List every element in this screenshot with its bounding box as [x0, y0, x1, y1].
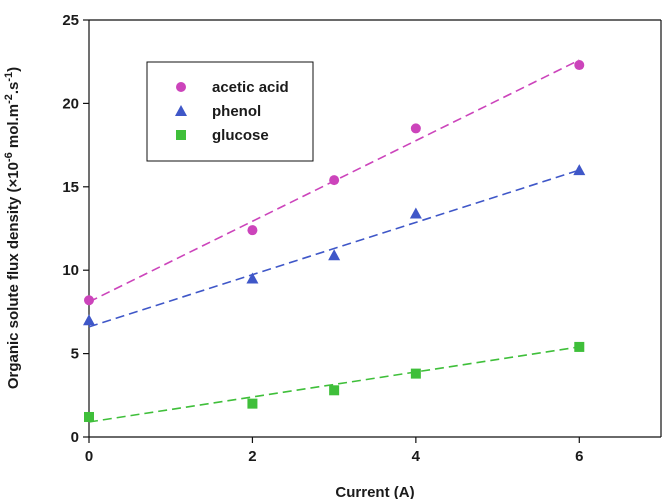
acetic-acid-point: [329, 175, 340, 186]
y-axis-title-end: ): [5, 67, 22, 72]
y-tick-label: 25: [62, 12, 79, 29]
y-axis-title-exp3: -1: [3, 72, 15, 82]
glucose-legend-label: glucose: [212, 127, 269, 144]
acetic-acid-point: [84, 295, 94, 306]
glucose-point: [410, 368, 421, 379]
glucose-fit-line: [88, 346, 580, 423]
x-tick-label: 6: [575, 448, 583, 465]
y-axis-title-exp2: -2: [3, 94, 15, 104]
acetic-acid-point: [574, 60, 585, 71]
y-tick-label: 15: [62, 179, 79, 196]
legend-box: [146, 61, 314, 162]
phenol-point: [573, 164, 586, 176]
y-axis-title-main: Organic solute flux density (×10: [5, 162, 22, 389]
phenol-point: [409, 207, 422, 219]
acetic-acid-legend-marker: [176, 82, 186, 92]
phenol-fit-line: [88, 169, 580, 328]
legend: acetic acid phenol glucose: [146, 61, 314, 162]
plot-frame: [88, 19, 662, 438]
y-axis-title-exp1: -6: [3, 152, 15, 162]
y-axis-title-mid2: .s: [5, 82, 22, 95]
y-axis-title: Organic solute flux density (×10-6 mol.m…: [3, 67, 22, 389]
acetic-acid-legend-label: acetic acid: [212, 79, 289, 96]
x-tick-label: 4: [412, 448, 421, 465]
glucose-point: [247, 398, 258, 409]
acetic-acid-point: [410, 123, 421, 134]
phenol-legend-label: phenol: [212, 103, 261, 120]
glucose-point: [84, 411, 94, 422]
x-tick-label: 2: [248, 448, 256, 465]
x-axis-title: Current (A): [335, 484, 414, 499]
phenol-legend-marker: [175, 105, 187, 116]
phenol-point: [83, 314, 95, 326]
y-axis-ticks: 0 5 10 15 20 25: [62, 12, 89, 446]
glucose-point: [329, 385, 340, 396]
y-tick-label: 5: [71, 346, 79, 363]
x-axis-ticks: 0 2 4 6: [85, 437, 583, 465]
y-tick-label: 20: [62, 95, 79, 112]
glucose-point: [574, 341, 585, 352]
y-axis-title-mid: mol.m: [5, 104, 22, 152]
legend-items: acetic acid phenol glucose: [175, 79, 289, 144]
x-tick-label: 0: [85, 448, 93, 465]
data-points: [83, 60, 586, 422]
y-tick-label: 10: [62, 262, 79, 279]
y-tick-label: 0: [71, 429, 79, 446]
glucose-legend-marker: [176, 130, 186, 140]
acetic-acid-point: [247, 225, 258, 236]
phenol-point: [328, 249, 341, 261]
phenol-point: [246, 272, 259, 284]
